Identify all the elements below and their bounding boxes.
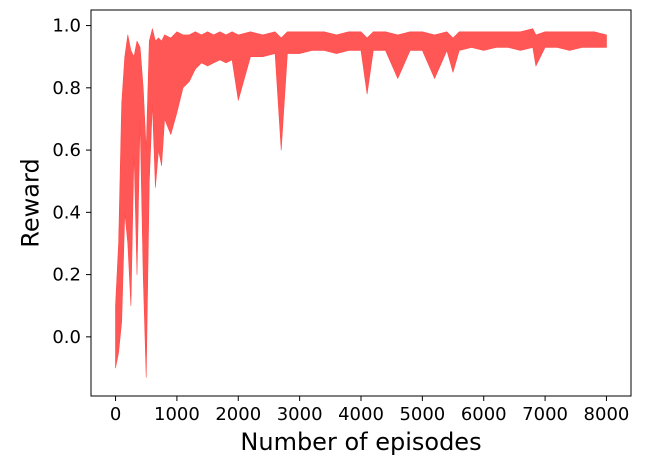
x-tick-label: 1000 [154, 404, 200, 425]
y-tick-label: 0.2 [52, 265, 81, 286]
y-tick-label: 0.4 [52, 202, 81, 223]
y-tick-label: 1.0 [52, 16, 81, 37]
x-tick-label: 4000 [338, 404, 384, 425]
x-tick-label: 5000 [399, 404, 445, 425]
x-tick-label: 2000 [215, 404, 261, 425]
x-tick-label: 6000 [461, 404, 507, 425]
x-tick-label: 3000 [277, 404, 323, 425]
y-tick-label: 0.8 [52, 78, 81, 99]
reward-band-series-0 [115, 28, 607, 378]
x-tick-label: 8000 [584, 404, 630, 425]
y-tick-label: 0.0 [52, 327, 81, 348]
x-axis-label: Number of episodes [240, 428, 481, 456]
x-tick-label: 7000 [522, 404, 568, 425]
x-axis: 0 1000 2000 3000 4000 5000 6000 7000 8000 [110, 396, 630, 425]
y-axis-label: Reward [16, 158, 44, 247]
y-axis: 0.0 0.2 0.4 0.6 0.8 1.0 [52, 16, 91, 348]
x-tick-label: 0 [110, 404, 121, 425]
y-tick-label: 0.6 [52, 140, 81, 161]
plot-area [115, 28, 607, 378]
